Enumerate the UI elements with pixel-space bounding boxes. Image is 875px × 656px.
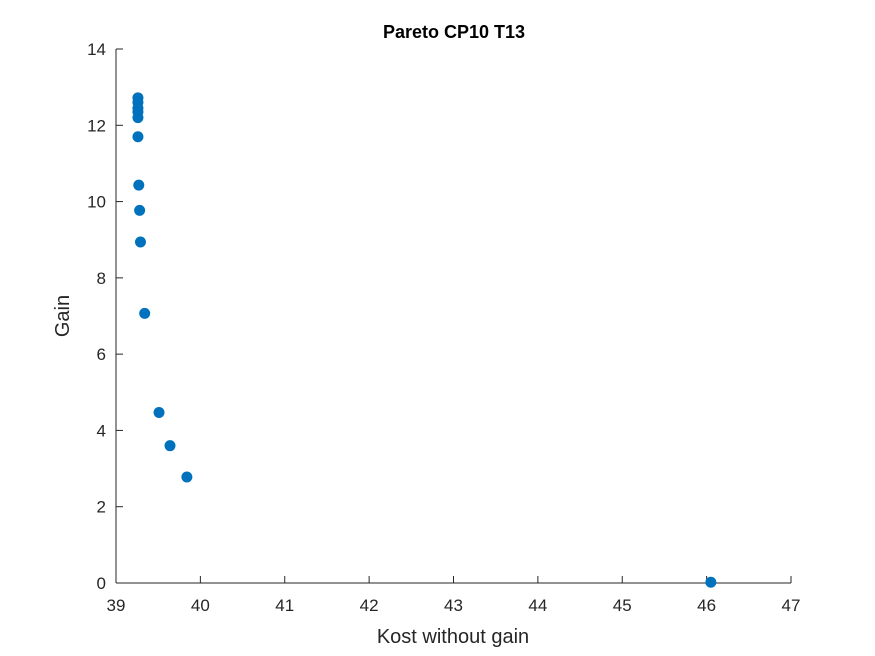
y-tick-label: 2 xyxy=(97,498,106,517)
data-point xyxy=(153,407,165,419)
y-axis-label: Gain xyxy=(52,295,74,337)
data-point xyxy=(705,576,717,588)
chart-title: Pareto CP10 T13 xyxy=(383,22,525,42)
data-point xyxy=(164,440,176,452)
y-tick-label: 12 xyxy=(87,116,106,135)
y-tick-label: 4 xyxy=(97,421,106,440)
x-tick-label: 44 xyxy=(528,596,547,615)
data-point xyxy=(134,236,146,248)
x-tick-label: 45 xyxy=(613,596,632,615)
x-tick-label: 43 xyxy=(444,596,463,615)
y-tick-label: 0 xyxy=(97,574,106,593)
data-point xyxy=(132,131,144,143)
x-tick-label: 47 xyxy=(782,596,801,615)
x-tick-label: 40 xyxy=(191,596,210,615)
y-tick-label: 8 xyxy=(97,269,106,288)
y-tick-label: 14 xyxy=(87,40,106,59)
data-point xyxy=(134,204,146,216)
x-tick-label: 42 xyxy=(360,596,379,615)
data-point xyxy=(132,112,144,124)
x-tick-label: 41 xyxy=(275,596,294,615)
data-point xyxy=(139,307,151,319)
x-axis-label: Kost without gain xyxy=(377,626,529,648)
y-tick-label: 10 xyxy=(87,193,106,212)
x-tick-label: 39 xyxy=(107,596,126,615)
axes xyxy=(115,49,791,584)
data-point xyxy=(133,179,145,191)
y-tick-label: 6 xyxy=(97,345,106,364)
data-point xyxy=(181,471,193,483)
x-tick-label: 46 xyxy=(697,596,716,615)
